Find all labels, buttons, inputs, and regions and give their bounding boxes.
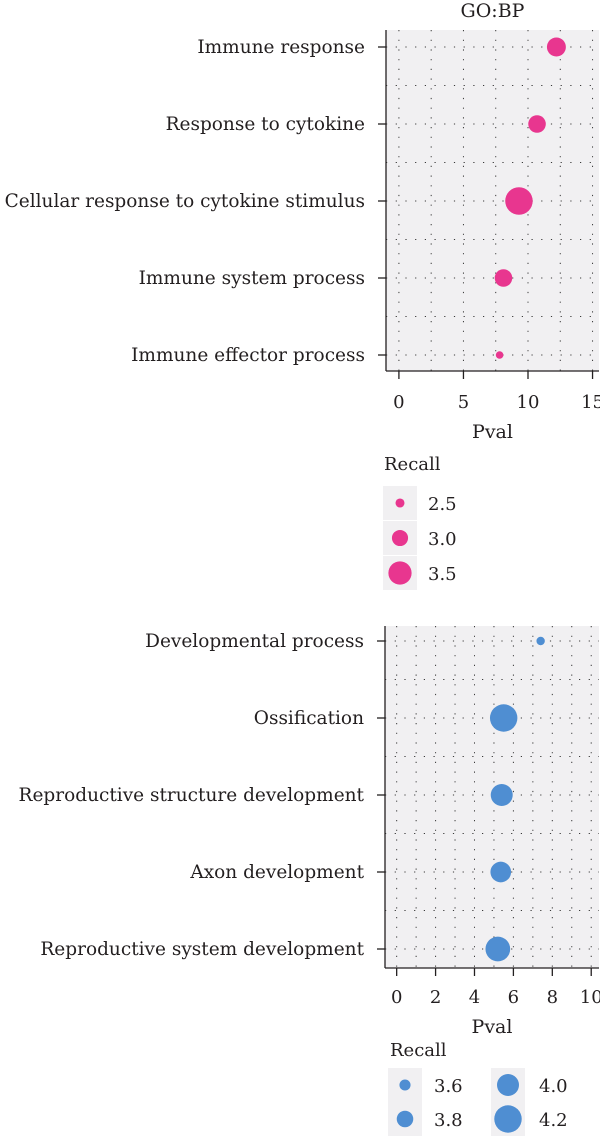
- data-point: [485, 936, 511, 962]
- legend-swatch: [399, 1079, 411, 1091]
- legend-swatch: [497, 1074, 519, 1096]
- x-tick-label: 6: [508, 987, 519, 1008]
- legend-label: 3.5: [428, 564, 457, 585]
- y-category-label: Developmental process: [145, 631, 364, 652]
- x-tick-label: 4: [469, 987, 480, 1008]
- legend-swatch: [396, 1110, 414, 1128]
- x-tick-label: 2: [430, 987, 441, 1008]
- legend-swatch: [494, 1105, 522, 1133]
- data-point: [505, 187, 533, 215]
- y-category-label: Ossification: [254, 708, 364, 729]
- x-tick-label: 8: [547, 987, 558, 1008]
- y-category-label: Cellular response to cytokine stimulus: [5, 191, 365, 212]
- x-tick-label: 10: [517, 392, 540, 413]
- x-tick-label: 15: [581, 392, 600, 413]
- legend-swatch: [388, 561, 412, 585]
- legend-swatch: [391, 529, 409, 547]
- data-point: [536, 636, 545, 646]
- data-point: [489, 704, 518, 732]
- data-point: [490, 861, 512, 883]
- legend-label: 3.8: [434, 1110, 463, 1131]
- x-tick-label: 0: [393, 392, 404, 413]
- y-category-label: Immune response: [197, 37, 365, 58]
- legend-title: Recall: [390, 1040, 447, 1061]
- chart-title: GO:BP: [461, 0, 525, 22]
- legend-label: 2.5: [428, 494, 457, 515]
- data-point: [528, 115, 546, 133]
- x-tick-label: 5: [458, 392, 469, 413]
- chart-panel-1: GO:BP Immune response Response to cytokine…: [5, 0, 600, 590]
- chart-panel-2: Developmental process Ossification Reprodu…: [19, 626, 600, 1136]
- legend-label: 3.0: [428, 529, 457, 550]
- x-axis-label: Pval: [472, 421, 513, 443]
- legend-label: 4.2: [539, 1110, 568, 1131]
- x-tick-label: 0: [391, 987, 402, 1008]
- x-tick-label: 10: [580, 987, 600, 1008]
- plot-panel-background: [386, 30, 599, 371]
- x-axis-label: Pval: [472, 1016, 513, 1038]
- y-category-label: Immune system process: [139, 268, 365, 289]
- legend: Recall 3.6 3.8 4.0 4.2: [388, 1040, 568, 1136]
- legend-label: 3.6: [434, 1076, 463, 1097]
- legend-swatch: [395, 498, 405, 508]
- y-category-label: Axon development: [189, 862, 364, 883]
- data-point: [546, 37, 566, 57]
- legend-title: Recall: [384, 454, 441, 475]
- y-category-label: Reproductive structure development: [19, 785, 365, 806]
- legend: Recall 2.5 3.0 3.5: [383, 454, 457, 590]
- y-category-label: Immune effector process: [131, 345, 365, 366]
- data-point: [495, 351, 504, 359]
- legend-label: 4.0: [539, 1076, 568, 1097]
- data-point: [494, 269, 513, 287]
- y-category-label: Response to cytokine: [166, 114, 365, 135]
- y-category-label: Reproductive system development: [40, 939, 364, 960]
- data-point: [490, 784, 513, 806]
